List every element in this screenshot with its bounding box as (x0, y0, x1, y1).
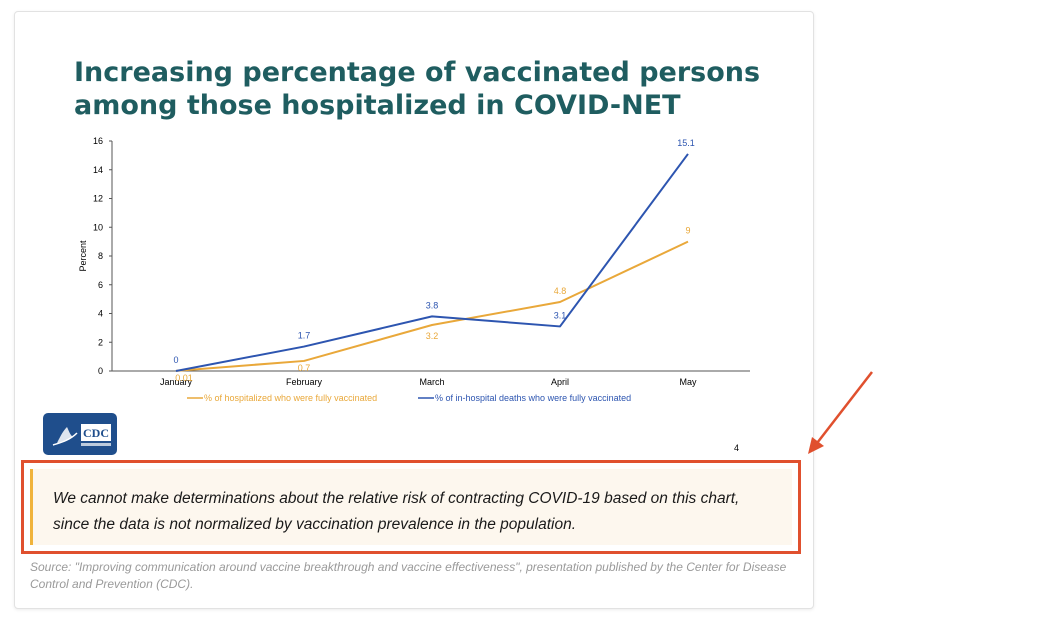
x-tick-label: March (419, 377, 444, 387)
series-line-1 (175, 240, 689, 372)
series-line-2 (175, 153, 689, 372)
slide-number: 4 (734, 443, 740, 453)
data-label: 1.7 (298, 331, 311, 341)
hhs-eagle-icon (57, 427, 73, 443)
y-tick-label: 10 (93, 222, 103, 232)
cdc-logo-underline (81, 443, 111, 446)
x-tick-label: February (286, 377, 323, 387)
y-tick-label: 2 (98, 337, 103, 347)
data-label: 3.1 (554, 310, 567, 320)
hhs-wing-icon (52, 432, 78, 446)
legend-label: % of in-hospital deaths who were fully v… (435, 393, 631, 403)
y-tick-label: 16 (93, 136, 103, 146)
y-axis-label: Percent (78, 240, 88, 272)
cdc-badge (81, 424, 111, 441)
x-tick-label: January (160, 377, 193, 387)
slide-title-line-1: Increasing percentage of vaccinated pers… (74, 57, 761, 88)
data-label: 0 (173, 355, 178, 365)
x-tick-label: May (679, 377, 697, 387)
data-label: 15.1 (677, 138, 695, 148)
data-label: 4.8 (554, 286, 567, 296)
y-tick-label: 6 (98, 280, 103, 290)
y-tick-label: 4 (98, 309, 103, 319)
callout-box: We cannot make determinations about the … (21, 460, 801, 554)
y-tick-label: 0 (98, 366, 103, 376)
callout-note: We cannot make determinations about the … (30, 469, 792, 545)
cdc-logo-text: CDC (83, 426, 109, 440)
data-label: 0.01 (175, 373, 193, 383)
callout-text: We cannot make determinations about the … (53, 490, 740, 533)
x-tick-label: April (551, 377, 569, 387)
slide-title: Increasing percentage of vaccinated pers… (74, 56, 774, 122)
slide-title-line-2: among those hospitalized in COVID-NET (74, 90, 681, 121)
cdc-logo: CDC (43, 413, 117, 455)
data-label: 3.2 (426, 331, 439, 341)
data-label: 0.7 (298, 363, 311, 373)
legend-label: % of hospitalized who were fully vaccina… (204, 393, 377, 403)
arrow-shaft (813, 371, 873, 448)
arrow-head (808, 437, 824, 454)
y-tick-label: 12 (93, 194, 103, 204)
y-tick-label: 14 (93, 165, 103, 175)
data-label: 9 (685, 226, 690, 236)
y-tick-label: 8 (98, 251, 103, 261)
source-caption: Source: "Improving communication around … (30, 560, 787, 591)
data-label: 3.8 (426, 300, 439, 310)
